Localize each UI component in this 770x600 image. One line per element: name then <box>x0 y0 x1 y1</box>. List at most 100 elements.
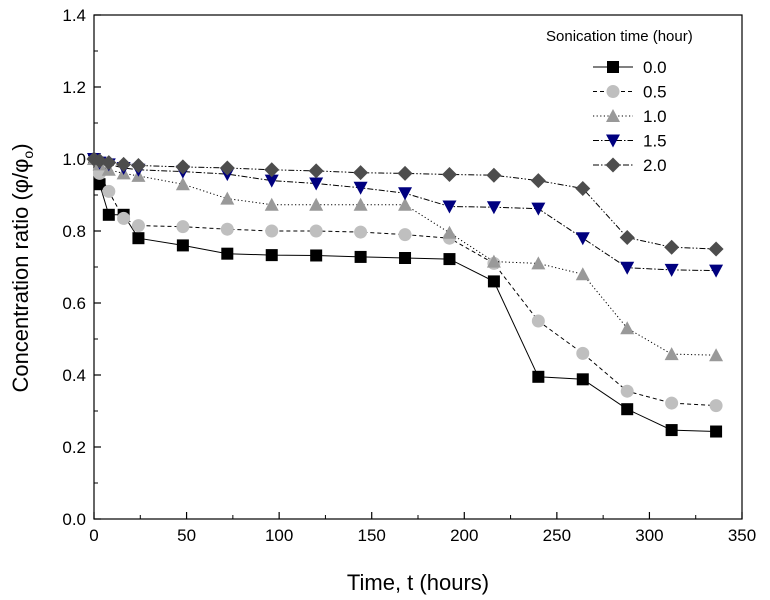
x-axis: 0 50 100 150 200 250 300 350 <box>89 512 756 545</box>
data-point <box>102 208 115 221</box>
data-point <box>709 264 724 278</box>
data-point <box>101 155 117 171</box>
data-point <box>117 211 131 225</box>
data-point <box>664 347 679 361</box>
y-tick-label: 0.6 <box>62 294 86 313</box>
data-point <box>442 225 457 239</box>
legend-label: 2.0 <box>643 156 667 175</box>
series-line <box>93 158 717 356</box>
x-tick-label: 300 <box>635 526 663 545</box>
data-point <box>486 167 502 183</box>
data-point <box>102 184 116 198</box>
data-point <box>220 191 235 205</box>
data-point <box>441 166 457 182</box>
legend-marker <box>606 109 620 122</box>
legend-entry-0.5: 0.5 <box>593 83 667 102</box>
data-point <box>620 384 634 398</box>
data-point <box>116 156 132 172</box>
data-point <box>309 197 324 211</box>
legend-entry-1.0: 1.0 <box>593 107 667 126</box>
series-2.0 <box>86 151 724 257</box>
data-point <box>264 197 279 211</box>
data-point <box>265 249 278 262</box>
data-point <box>665 396 679 410</box>
series-line <box>93 158 717 407</box>
legend-label: 1.0 <box>643 107 667 126</box>
data-point <box>620 261 635 275</box>
data-point <box>264 174 279 188</box>
data-point <box>575 267 590 281</box>
data-point <box>576 346 590 360</box>
data-point <box>309 224 323 238</box>
x-axis-label: Time, t (hours) <box>347 570 489 595</box>
data-point <box>443 253 456 266</box>
y-axis-label: Concentration ratio (φ/φo) <box>8 143 36 392</box>
data-point <box>710 425 723 438</box>
y-tick-label: 0.0 <box>62 510 86 529</box>
data-point <box>531 256 546 270</box>
data-point <box>353 165 369 181</box>
data-point <box>176 239 189 252</box>
data-point <box>397 165 413 181</box>
data-point <box>619 229 635 245</box>
data-point <box>398 187 413 201</box>
data-point <box>442 200 457 214</box>
data-point <box>175 159 191 175</box>
legend: Sonication time (hour) 0.0 0.5 1.0 1.5 2.0 <box>546 28 693 175</box>
data-point <box>531 202 546 216</box>
data-point <box>531 314 545 328</box>
data-point <box>575 181 591 197</box>
data-point <box>308 163 324 179</box>
data-point <box>354 225 368 239</box>
legend-marker <box>606 85 620 98</box>
data-point <box>130 157 146 173</box>
y-axis-label-close: ) <box>8 143 33 150</box>
data-point <box>575 232 590 246</box>
data-point <box>665 424 678 437</box>
legend-label: 0.5 <box>643 83 667 102</box>
data-point <box>620 321 635 335</box>
data-point <box>310 249 323 262</box>
y-tick-label: 0.2 <box>62 438 86 457</box>
x-tick-label: 50 <box>177 526 196 545</box>
data-point <box>708 241 724 257</box>
data-point <box>530 173 546 189</box>
data-point <box>621 403 634 416</box>
legend-marker <box>606 134 620 148</box>
legend-label: 0.0 <box>643 58 667 77</box>
y-axis-label-sub: o <box>20 151 36 159</box>
data-point <box>664 263 679 277</box>
series-0.5 <box>87 152 723 413</box>
data-point <box>219 160 235 176</box>
legend-title: Sonication time (hour) <box>546 28 693 45</box>
data-point <box>664 239 680 255</box>
legend-marker <box>605 157 621 173</box>
data-point <box>132 232 145 245</box>
data-point <box>532 370 545 383</box>
data-point <box>399 252 412 264</box>
series-layer <box>86 151 724 438</box>
data-point <box>265 224 279 238</box>
legend-marker <box>607 61 619 73</box>
x-tick-label: 150 <box>358 526 386 545</box>
data-point <box>264 162 280 178</box>
data-point <box>354 250 367 263</box>
data-point <box>487 275 500 288</box>
data-point <box>220 222 234 236</box>
data-point <box>93 178 106 191</box>
data-point <box>176 220 190 234</box>
x-tick-label: 250 <box>543 526 571 545</box>
data-point <box>486 254 501 268</box>
x-tick-label: 0 <box>89 526 98 545</box>
legend-entry-1.5: 1.5 <box>593 132 667 151</box>
data-point <box>398 228 412 242</box>
data-point <box>353 181 368 195</box>
data-point <box>131 219 145 233</box>
data-point <box>709 348 724 362</box>
x-tick-label: 200 <box>450 526 478 545</box>
data-point <box>576 373 589 386</box>
data-point <box>398 197 413 211</box>
data-point <box>309 177 324 191</box>
y-tick-label: 1.4 <box>62 6 86 25</box>
